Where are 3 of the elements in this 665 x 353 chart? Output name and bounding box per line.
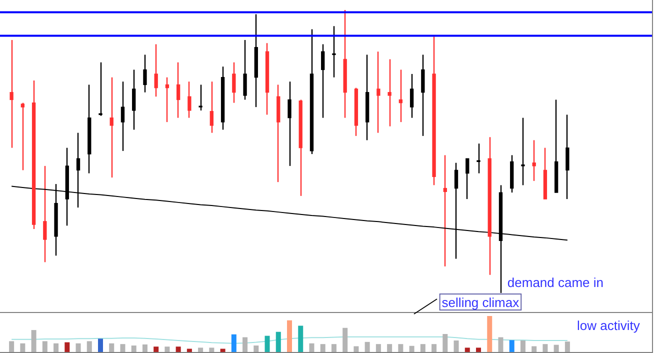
text: selling climax xyxy=(442,295,520,310)
text: low activity xyxy=(577,318,640,333)
annotation: demand came in xyxy=(507,275,604,290)
